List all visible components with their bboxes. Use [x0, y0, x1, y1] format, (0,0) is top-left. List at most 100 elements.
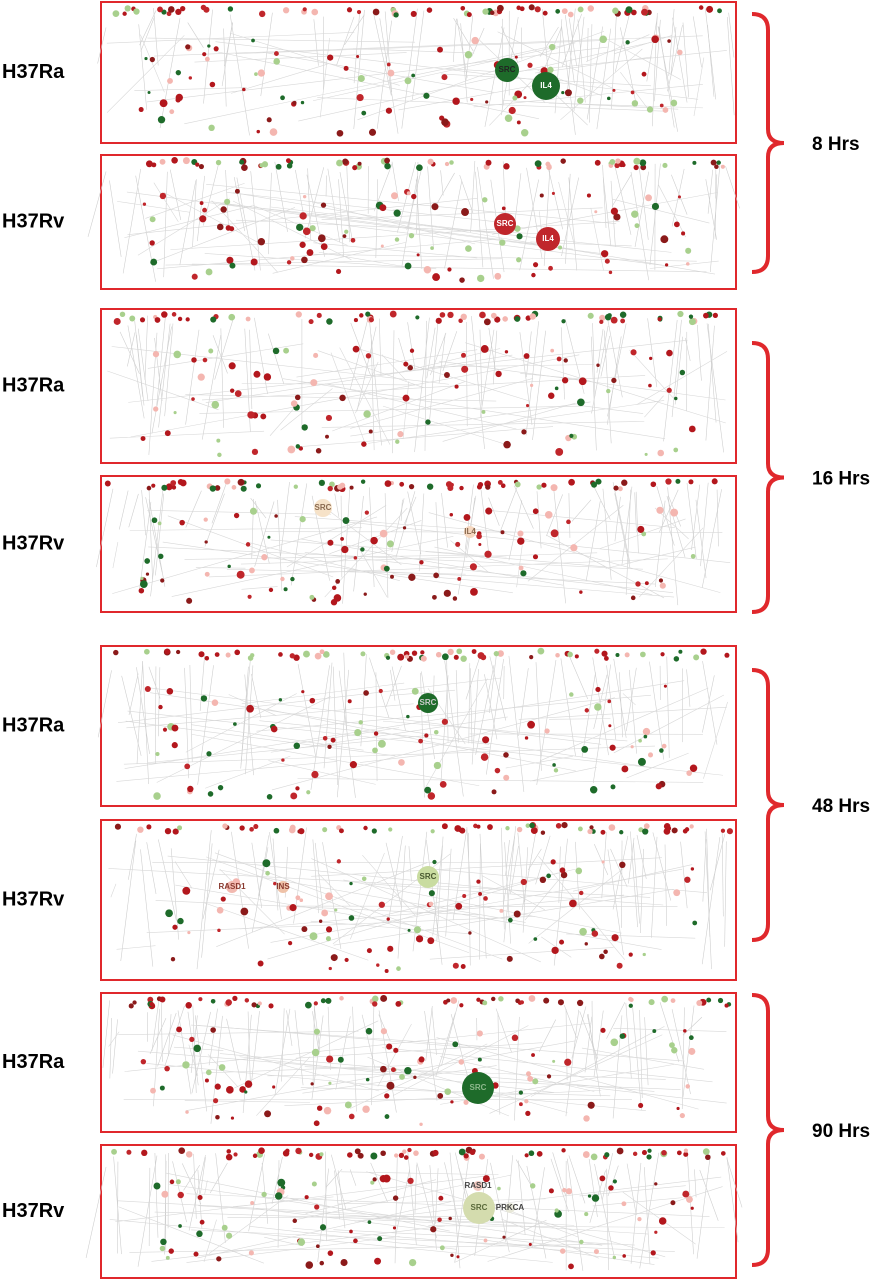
- gene-node: [418, 739, 423, 744]
- gene-node: [529, 823, 535, 829]
- gene-node: [529, 655, 533, 659]
- gene-node: [677, 50, 683, 56]
- gene-node: [430, 246, 434, 250]
- gene-node: [281, 758, 284, 761]
- gene-node: [692, 921, 697, 926]
- gene-node: [520, 570, 526, 576]
- gene-node: [604, 656, 609, 661]
- gene-node: [264, 373, 271, 380]
- gene-node: [503, 752, 509, 758]
- gene-node: [310, 379, 317, 386]
- gene-node: [344, 66, 349, 71]
- gene-node: [440, 781, 447, 788]
- gene-node: [233, 1152, 237, 1156]
- gene-node: [337, 859, 341, 863]
- gene-node: [270, 128, 278, 136]
- gene-node: [187, 786, 193, 792]
- gene-node: [610, 745, 616, 751]
- gene-node: [595, 687, 600, 692]
- gene-node: [316, 1244, 320, 1248]
- gene-node: [327, 55, 333, 61]
- gene-node: [643, 728, 650, 735]
- gene-node: [155, 317, 161, 323]
- gene-node: [234, 513, 239, 518]
- gene-node: [512, 95, 517, 100]
- gene-node: [178, 1192, 184, 1198]
- gene-node: [191, 357, 196, 362]
- gene-node: [204, 517, 208, 521]
- gene-node: [158, 705, 162, 709]
- gene-node: [532, 1078, 538, 1084]
- gene-node: [470, 563, 477, 570]
- gene-node: [353, 1239, 358, 1244]
- gene-node: [548, 393, 554, 399]
- gene-node: [141, 1059, 146, 1064]
- gene-node: [476, 879, 480, 883]
- gene-node: [673, 448, 678, 453]
- node-label: PRKCA: [496, 1203, 525, 1212]
- gene-node: [199, 215, 206, 222]
- gene-node: [503, 775, 509, 781]
- gene-node: [411, 194, 416, 199]
- gene-node: [409, 484, 414, 489]
- gene-node: [294, 743, 300, 749]
- gene-node: [379, 902, 385, 908]
- gene-node: [172, 925, 177, 930]
- gene-node: [567, 652, 573, 658]
- gene-node: [533, 937, 537, 941]
- gene-node: [294, 485, 298, 489]
- gene-node: [481, 753, 489, 761]
- gene-node: [552, 192, 555, 195]
- gene-node: [613, 1179, 617, 1183]
- gene-node: [651, 36, 659, 44]
- gene-node: [424, 733, 428, 737]
- gene-node: [727, 828, 733, 834]
- gene-node: [412, 688, 419, 695]
- gene-node: [611, 317, 618, 324]
- gene-node: [691, 1207, 694, 1210]
- gene-node: [213, 1098, 218, 1103]
- gene-node: [462, 894, 466, 898]
- gene-node: [448, 1217, 451, 1220]
- gene-node: [203, 358, 208, 363]
- gene-node: [467, 12, 472, 17]
- brace: [752, 995, 784, 1265]
- gene-node: [384, 1093, 389, 1098]
- gene-node: [306, 790, 310, 794]
- gene-node: [529, 1243, 532, 1246]
- gene-node: [150, 57, 155, 62]
- gene-node: [267, 794, 273, 800]
- node-label: RASD1: [464, 1181, 492, 1190]
- gene-node: [617, 963, 623, 969]
- gene-node: [161, 1191, 168, 1198]
- gene-node: [298, 1238, 305, 1245]
- gene-node: [684, 877, 690, 883]
- gene-node: [516, 233, 522, 239]
- gene-node: [302, 424, 308, 430]
- gene-node: [660, 583, 666, 589]
- gene-node: [562, 8, 568, 14]
- gene-node: [495, 768, 501, 774]
- gene-node: [476, 825, 480, 829]
- gene-node: [423, 93, 429, 99]
- gene-node: [609, 824, 616, 831]
- gene-node: [144, 558, 150, 564]
- gene-node: [335, 579, 340, 584]
- gene-node: [272, 1085, 275, 1088]
- gene-node: [449, 160, 454, 165]
- gene-node: [482, 8, 488, 14]
- gene-node: [438, 1196, 443, 1201]
- gene-node: [290, 577, 294, 581]
- gene-node: [552, 1060, 555, 1063]
- gene-node: [403, 362, 408, 367]
- gene-node: [601, 830, 606, 835]
- gene-node: [397, 654, 404, 661]
- gene-node: [146, 824, 151, 829]
- gene-node: [408, 929, 411, 932]
- gene-node: [217, 907, 224, 914]
- gene-node: [287, 446, 295, 454]
- gene-node: [146, 573, 149, 576]
- gene-node: [485, 100, 488, 103]
- gene-node: [328, 1250, 334, 1256]
